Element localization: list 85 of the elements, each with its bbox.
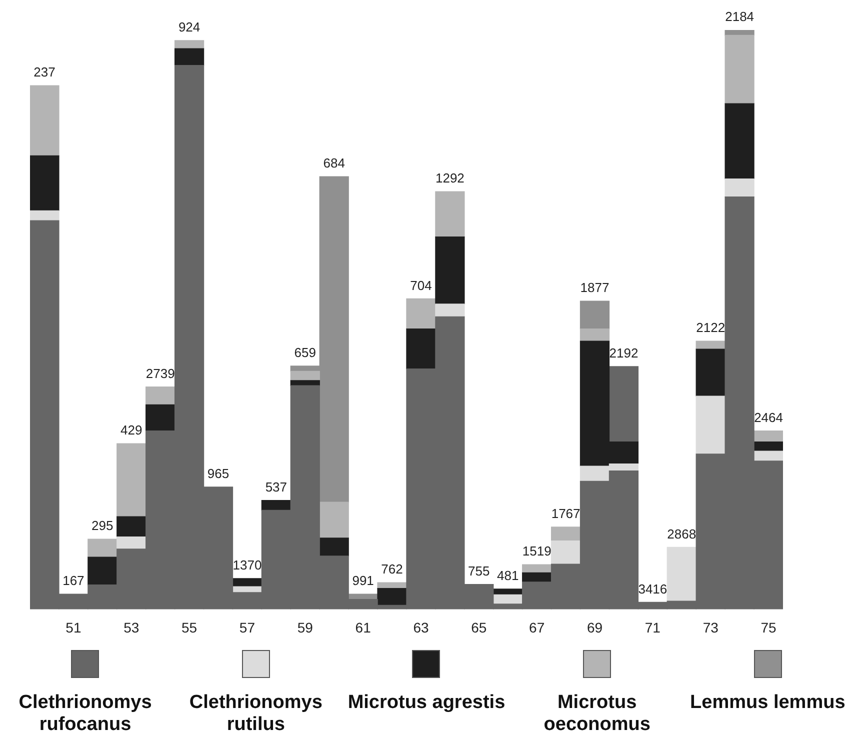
bar [377, 582, 407, 589]
x-tick-label: 69 [586, 619, 603, 636]
bar [406, 328, 436, 370]
annotation: 991 [352, 573, 374, 588]
bar [724, 30, 754, 36]
bar [88, 556, 118, 586]
text: 2184 [725, 9, 754, 24]
bar [30, 210, 60, 221]
bar [406, 298, 436, 330]
annotation: 965 [207, 466, 230, 482]
legend-label: Clethrionomys rufocanus [18, 692, 153, 736]
bar [30, 85, 60, 156]
x-tick-label: 57 [239, 619, 256, 636]
bar [290, 370, 320, 381]
bar [696, 396, 726, 454]
x-tick-label: 53 [124, 619, 140, 636]
annotation: 429 [120, 422, 142, 438]
annotation: 2192 [609, 346, 638, 361]
annotation: 167 [62, 573, 84, 588]
bar [435, 191, 465, 238]
annotation: 2868 [667, 526, 696, 542]
bar [580, 328, 610, 342]
x-tick-label: 59 [297, 619, 314, 636]
annotation: 295 [92, 518, 114, 534]
bar [550, 526, 581, 542]
bar [116, 516, 146, 538]
x-tick-label: 51 [66, 619, 82, 636]
annotation: 481 [497, 568, 519, 584]
x-tick-label: 75 [760, 619, 777, 636]
bar [30, 155, 60, 212]
bar [696, 340, 726, 350]
bar [724, 103, 754, 180]
annotation: 1370 [232, 558, 262, 573]
annotation: 762 [381, 562, 403, 577]
x-tick-label: 67 [529, 619, 545, 636]
annotation: 237 [34, 64, 56, 80]
annotation: 2739 [146, 366, 175, 381]
x-tick-label: 63 [413, 619, 429, 636]
bar [435, 304, 465, 318]
bar [146, 386, 176, 406]
legend-label: Microtus agrestis [348, 692, 506, 714]
annotation: 1519 [522, 544, 552, 559]
annotation: 755 [468, 563, 490, 578]
legend-label: Lemmus lemmus [690, 692, 846, 714]
annotation: 684 [323, 156, 345, 171]
bar [261, 500, 291, 510]
annotation: 924 [178, 20, 200, 35]
bar [493, 588, 523, 596]
bar [174, 48, 204, 66]
annotation: 1767 [551, 506, 580, 522]
bar [608, 366, 639, 442]
bar [550, 540, 581, 564]
legend-label: Microtus oeconomus [542, 692, 652, 736]
x-tick-label: 71 [644, 619, 661, 636]
bar [696, 348, 726, 396]
bar [754, 450, 783, 462]
annotation: 1292 [435, 170, 464, 186]
x-tick-label: 61 [355, 619, 372, 636]
bar [377, 588, 407, 606]
annotation: 2122 [696, 320, 726, 336]
bar [724, 178, 754, 198]
bar [146, 404, 176, 432]
x-tick-label: 73 [702, 619, 719, 636]
bar [435, 236, 465, 304]
bar [319, 538, 349, 556]
bar [319, 502, 349, 538]
bar [666, 546, 696, 602]
bar [174, 40, 204, 49]
x-tick-label: 55 [182, 619, 198, 636]
bar [232, 578, 262, 587]
annotation: 537 [265, 479, 288, 494]
bar [116, 536, 146, 550]
bar [580, 300, 610, 330]
annotation: 1877 [580, 280, 610, 296]
annotation: 2464 [754, 410, 783, 425]
bar [754, 430, 783, 442]
bar [290, 380, 320, 386]
legend-label: Clethrionomys rutilus [188, 692, 324, 736]
annotation: 659 [294, 345, 316, 360]
x-tick-label: 65 [471, 619, 487, 636]
bar [116, 443, 146, 517]
annotation: 704 [410, 278, 432, 293]
bar [88, 538, 118, 558]
annotation: 3416 [638, 581, 668, 596]
bar [724, 34, 754, 104]
